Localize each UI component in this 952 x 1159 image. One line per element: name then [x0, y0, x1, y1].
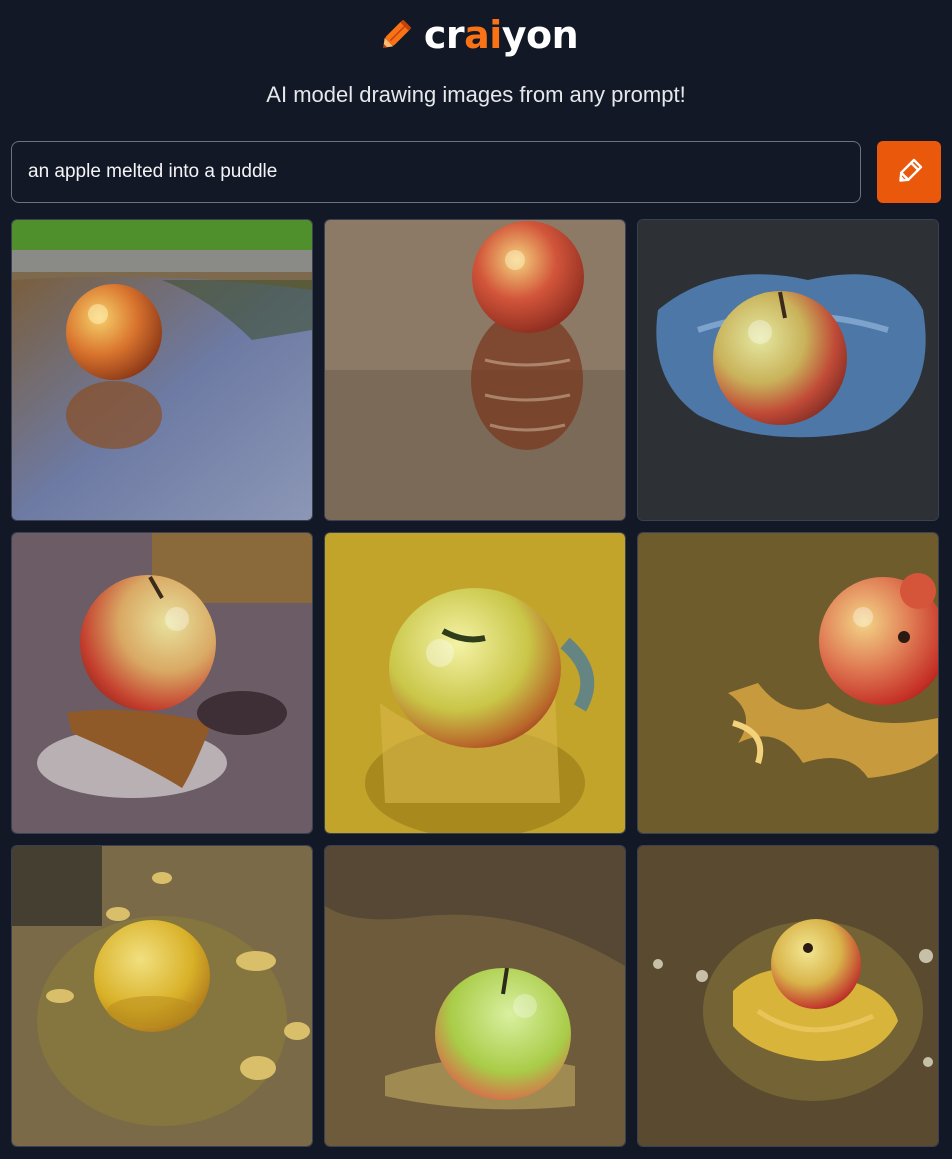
crayon-logo-icon [383, 20, 411, 48]
result-image-9-art [638, 846, 938, 1146]
image-grid [11, 219, 939, 1147]
result-image-1[interactable] [11, 219, 313, 521]
logo-wordmark: craiyon [423, 13, 579, 57]
tagline: AI model drawing images from any prompt! [266, 82, 686, 107]
result-image-2[interactable] [324, 219, 626, 521]
result-image-4-art [12, 533, 312, 833]
result-image-2-art [325, 220, 625, 520]
result-image-5[interactable] [324, 532, 626, 834]
result-image-7-art [12, 846, 312, 1146]
logo-suffix: yon [501, 13, 579, 57]
result-image-8[interactable] [324, 845, 626, 1147]
result-image-4[interactable] [11, 532, 313, 834]
result-image-3[interactable] [637, 219, 939, 521]
pencil-icon [899, 158, 923, 182]
logo-prefix: cr [423, 13, 465, 57]
result-image-1-art [12, 220, 312, 520]
result-image-5-art [325, 533, 625, 833]
result-image-9[interactable] [637, 845, 939, 1147]
prompt-input[interactable] [11, 141, 861, 203]
header: craiyon [0, 0, 952, 70]
craiyon-logo[interactable]: craiyon [374, 13, 579, 57]
result-image-6[interactable] [637, 532, 939, 834]
result-image-3-art [638, 220, 938, 520]
result-image-8-art [325, 846, 625, 1146]
draw-button[interactable] [877, 141, 941, 203]
result-image-7[interactable] [11, 845, 313, 1147]
result-image-6-art [638, 533, 938, 833]
logo-accent: ai [464, 13, 502, 57]
